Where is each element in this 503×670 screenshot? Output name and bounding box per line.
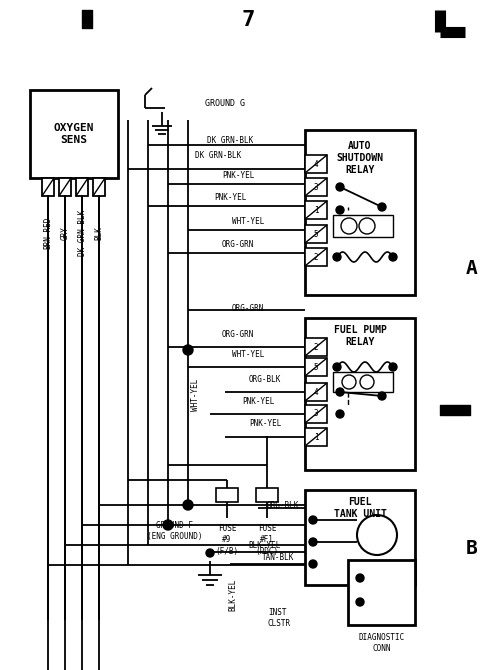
Text: DK GRN-BLK: DK GRN-BLK (207, 135, 253, 145)
Text: FUSE
#F1
(PDC): FUSE #F1 (PDC) (256, 525, 279, 555)
Bar (305, 130, 415, 295)
Circle shape (336, 388, 344, 396)
Text: WHT-YEL: WHT-YEL (191, 379, 200, 411)
Text: 3: 3 (314, 409, 318, 419)
Text: BLK-YEL: BLK-YEL (249, 541, 281, 551)
Circle shape (206, 549, 214, 557)
Circle shape (389, 253, 397, 261)
Bar (333, 215, 393, 237)
Text: ORG-GRN: ORG-GRN (222, 239, 254, 249)
Text: PNK-YEL: PNK-YEL (214, 192, 246, 202)
Bar (348, 560, 415, 625)
Text: 7: 7 (241, 10, 255, 30)
Bar (333, 372, 393, 392)
Text: 1: 1 (314, 433, 318, 442)
Text: INST
CLSTR: INST CLSTR (268, 608, 291, 628)
Circle shape (309, 538, 317, 546)
Circle shape (336, 410, 344, 418)
Text: ORG-BLK: ORG-BLK (267, 500, 299, 509)
Circle shape (183, 345, 193, 355)
Text: GROUND G: GROUND G (205, 98, 245, 107)
Text: 3: 3 (314, 182, 318, 192)
Circle shape (336, 183, 344, 191)
Text: DIAGNOSTIC
CONN: DIAGNOSTIC CONN (358, 633, 404, 653)
Text: AUTO
SHUTDOWN
RELAY: AUTO SHUTDOWN RELAY (337, 141, 383, 176)
Bar (305, 318, 415, 470)
Bar (30, 90, 118, 178)
Text: DK GRN-BLK: DK GRN-BLK (77, 210, 87, 256)
Bar (42, 178, 54, 196)
Text: 2: 2 (314, 253, 318, 261)
Bar (305, 383, 327, 401)
Text: BLK-YEL: BLK-YEL (228, 579, 237, 611)
Text: FUSE
#9
(F/B): FUSE #9 (F/B) (215, 525, 238, 555)
Circle shape (309, 516, 317, 524)
Bar (305, 428, 327, 446)
Text: B: B (466, 539, 478, 557)
Bar (305, 338, 327, 356)
Text: ORG-GRN: ORG-GRN (232, 304, 264, 312)
Bar (305, 248, 327, 266)
Text: DK GRN-BLK: DK GRN-BLK (195, 151, 241, 159)
Text: GRY: GRY (60, 226, 69, 240)
Text: 5: 5 (314, 230, 318, 239)
Bar (256, 488, 278, 502)
Bar (93, 178, 105, 196)
Circle shape (309, 560, 317, 568)
Text: PNK-YEL: PNK-YEL (222, 170, 254, 180)
Bar (305, 358, 327, 376)
Text: FUEL
TANK UNIT: FUEL TANK UNIT (333, 496, 386, 519)
Text: ORG-GRN: ORG-GRN (222, 330, 254, 338)
Bar (305, 225, 327, 243)
Text: 4: 4 (314, 387, 318, 397)
Text: PNK-YEL: PNK-YEL (242, 397, 274, 405)
Text: TAN-BLK: TAN-BLK (262, 553, 294, 563)
Text: WHT-YEL: WHT-YEL (232, 216, 264, 226)
Circle shape (356, 598, 364, 606)
Text: PNK-YEL: PNK-YEL (249, 419, 281, 429)
Circle shape (336, 206, 344, 214)
Text: 4: 4 (314, 159, 318, 168)
Text: WHT-YEL: WHT-YEL (232, 350, 264, 358)
Text: GROUND F
(ENG GROUND): GROUND F (ENG GROUND) (147, 521, 203, 541)
Circle shape (333, 253, 341, 261)
Text: 1: 1 (314, 206, 318, 214)
Text: A: A (466, 259, 478, 277)
Text: FUEL PUMP
RELAY: FUEL PUMP RELAY (333, 325, 386, 347)
Circle shape (378, 203, 386, 211)
Text: OXYGEN
SENS: OXYGEN SENS (54, 123, 94, 145)
Text: 2: 2 (314, 342, 318, 352)
Bar (216, 488, 238, 502)
Bar (305, 201, 327, 219)
Bar (305, 490, 415, 585)
Bar (305, 405, 327, 423)
Text: ORG-BLK: ORG-BLK (249, 375, 281, 383)
Text: BLK: BLK (95, 226, 104, 240)
Circle shape (389, 363, 397, 371)
Circle shape (183, 500, 193, 510)
Bar (305, 178, 327, 196)
Circle shape (356, 574, 364, 582)
Circle shape (333, 363, 341, 371)
Bar (59, 178, 71, 196)
Text: BRN-RED: BRN-RED (43, 217, 52, 249)
Text: 5: 5 (314, 362, 318, 371)
Circle shape (378, 392, 386, 400)
Circle shape (163, 520, 173, 530)
Bar (76, 178, 88, 196)
Bar (305, 155, 327, 173)
